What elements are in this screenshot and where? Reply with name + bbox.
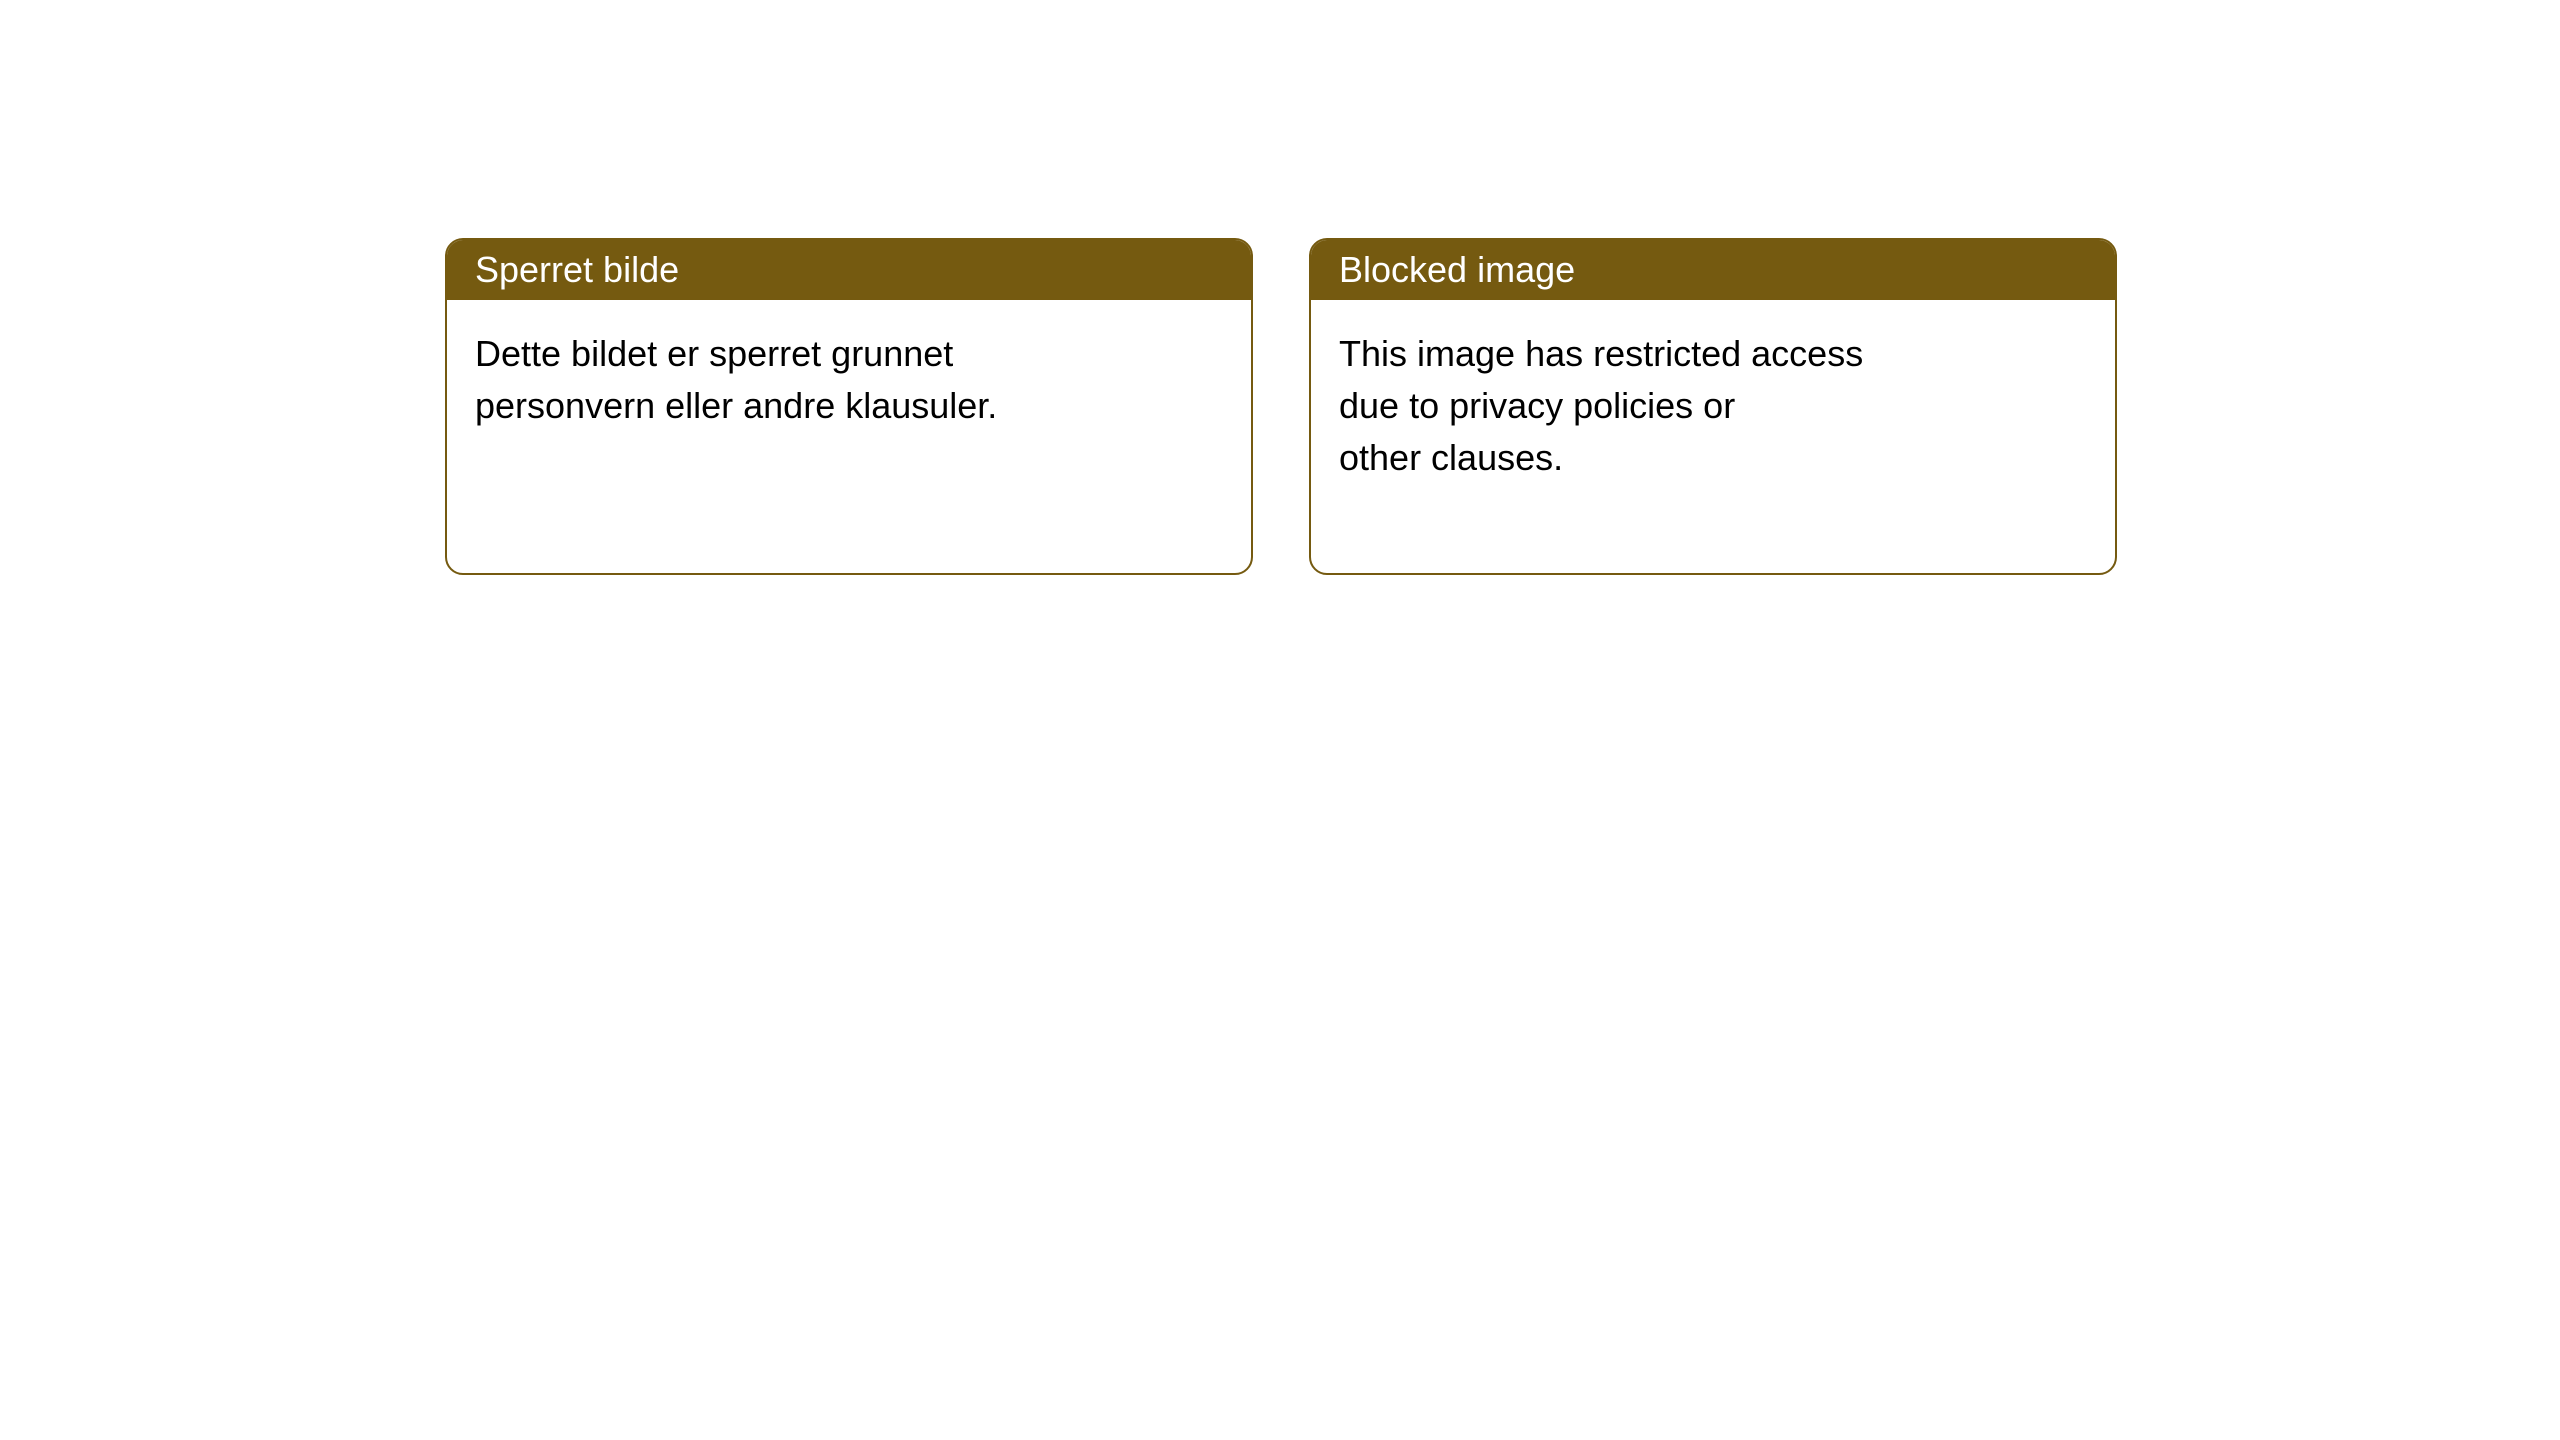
notice-card-body: Dette bildet er sperret grunnet personve… bbox=[447, 300, 1251, 432]
notice-card-header: Blocked image bbox=[1311, 240, 2115, 300]
notice-card-body: This image has restricted access due to … bbox=[1311, 300, 2115, 485]
notice-card-header: Sperret bilde bbox=[447, 240, 1251, 300]
notice-container: Sperret bilde Dette bildet er sperret gr… bbox=[445, 238, 2117, 575]
notice-card-en: Blocked image This image has restricted … bbox=[1309, 238, 2117, 575]
notice-card-no: Sperret bilde Dette bildet er sperret gr… bbox=[445, 238, 1253, 575]
